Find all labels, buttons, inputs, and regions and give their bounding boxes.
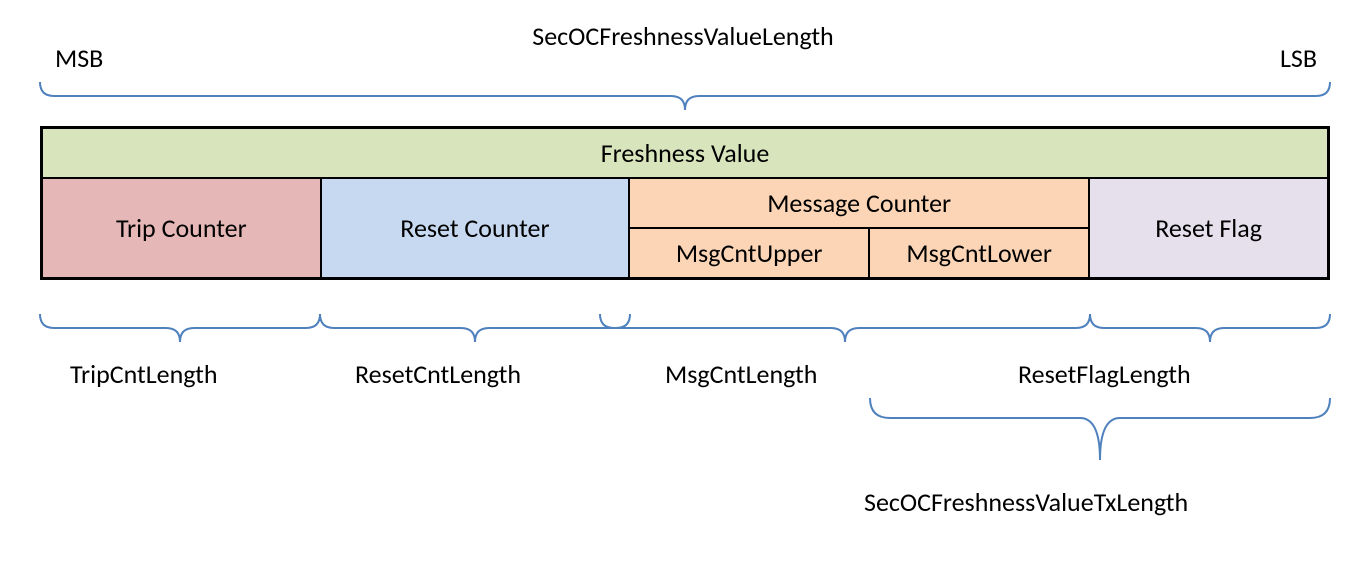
tx-length-label: SecOCFreshnessValueTxLength — [864, 486, 1188, 518]
